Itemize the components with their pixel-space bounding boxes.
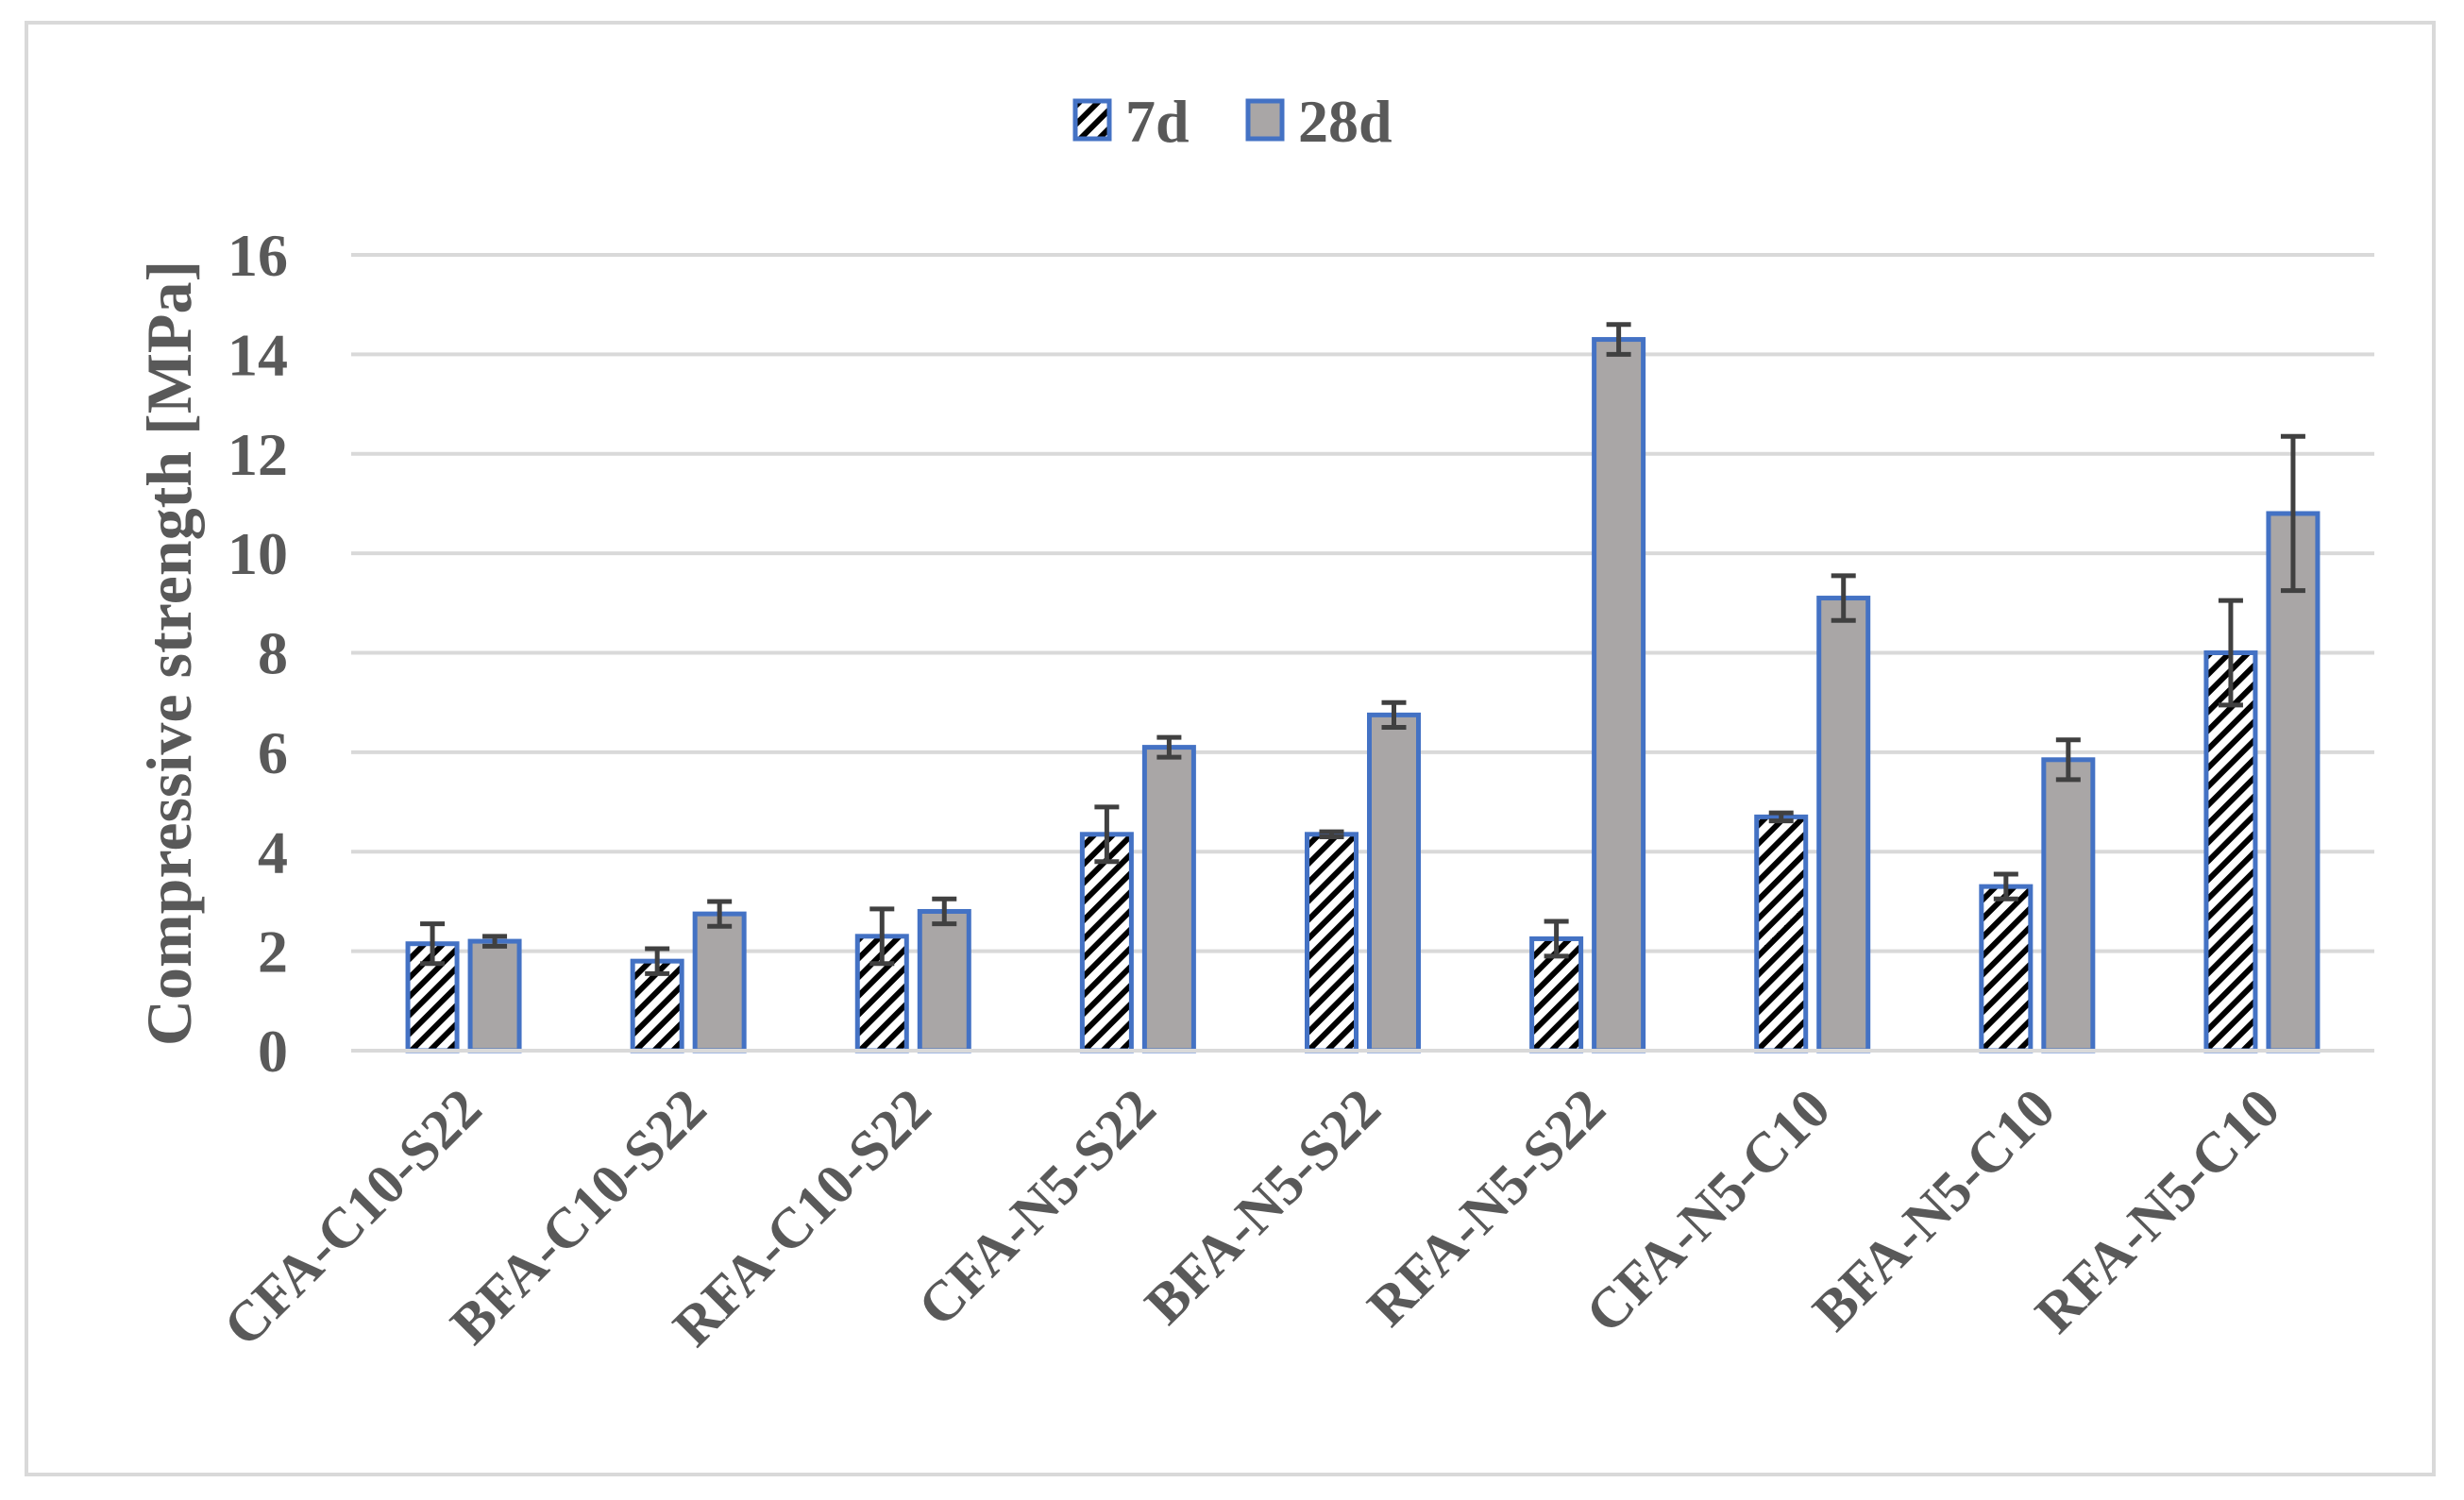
x-category-label: CFA-N5-S22	[906, 1077, 1168, 1339]
legend: 7d 28d	[1072, 88, 1392, 155]
x-category-label: BFA-N5-S22	[1133, 1077, 1392, 1337]
y-axis-title: Compressive strength [MPa]	[133, 261, 205, 1046]
bar-28d-BFA-N5-C10	[2041, 757, 2096, 1053]
y-tick-label: 12	[228, 421, 288, 488]
bar-28d-RFA-N5-S22	[1592, 337, 1646, 1053]
gridlines	[351, 253, 2374, 953]
y-tick-label: 0	[258, 1018, 288, 1085]
x-category-label: RFA-N5-C10	[2023, 1077, 2291, 1345]
y-tick-label: 16	[228, 222, 288, 289]
bar-28d-BFA-N5-S22	[1367, 712, 1421, 1053]
legend-label-28d: 28d	[1298, 88, 1392, 155]
x-axis-category-labels: CFA-C10-S22BFA-C10-S22RFA-C10-S22CFA-N5-…	[211, 1077, 2291, 1358]
y-tick-label: 6	[258, 719, 288, 786]
y-tick-label: 4	[258, 818, 288, 885]
y-tick-label: 14	[228, 321, 288, 388]
bar-7d-CFA-N5-C10	[1754, 814, 1809, 1053]
legend-swatch-7d	[1072, 98, 1112, 142]
y-tick-label: 2	[258, 919, 288, 986]
bar-28d-CFA-C10-S22	[467, 938, 522, 1053]
chart-frame	[25, 21, 2436, 1476]
bar-28d-BFA-C10-S22	[692, 911, 747, 1053]
bar-28d-RFA-N5-C10	[2266, 511, 2321, 1053]
bar-7d-BFA-N5-S22	[1305, 832, 1359, 1053]
bars	[405, 337, 2321, 1053]
bar-28d-CFA-N5-C10	[1816, 596, 1871, 1053]
bar-7d-RFA-N5-C10	[2203, 650, 2258, 1053]
x-category-label: CFA-N5-C10	[1574, 1077, 1842, 1345]
legend-swatch-28d	[1245, 98, 1285, 142]
bar-28d-RFA-C10-S22	[917, 908, 971, 1053]
y-tick-label: 8	[258, 620, 288, 687]
y-tick-label: 10	[228, 520, 288, 587]
bar-28d-CFA-N5-S22	[1141, 745, 1196, 1053]
bar-7d-BFA-N5-C10	[1979, 884, 2034, 1053]
error-bars	[420, 322, 2305, 976]
legend-label-7d: 7d	[1125, 88, 1190, 155]
bar-7d-CFA-N5-S22	[1079, 832, 1134, 1053]
y-axis-tick-labels: 0 2 4 6 8 10 12 14 16	[228, 222, 288, 1085]
